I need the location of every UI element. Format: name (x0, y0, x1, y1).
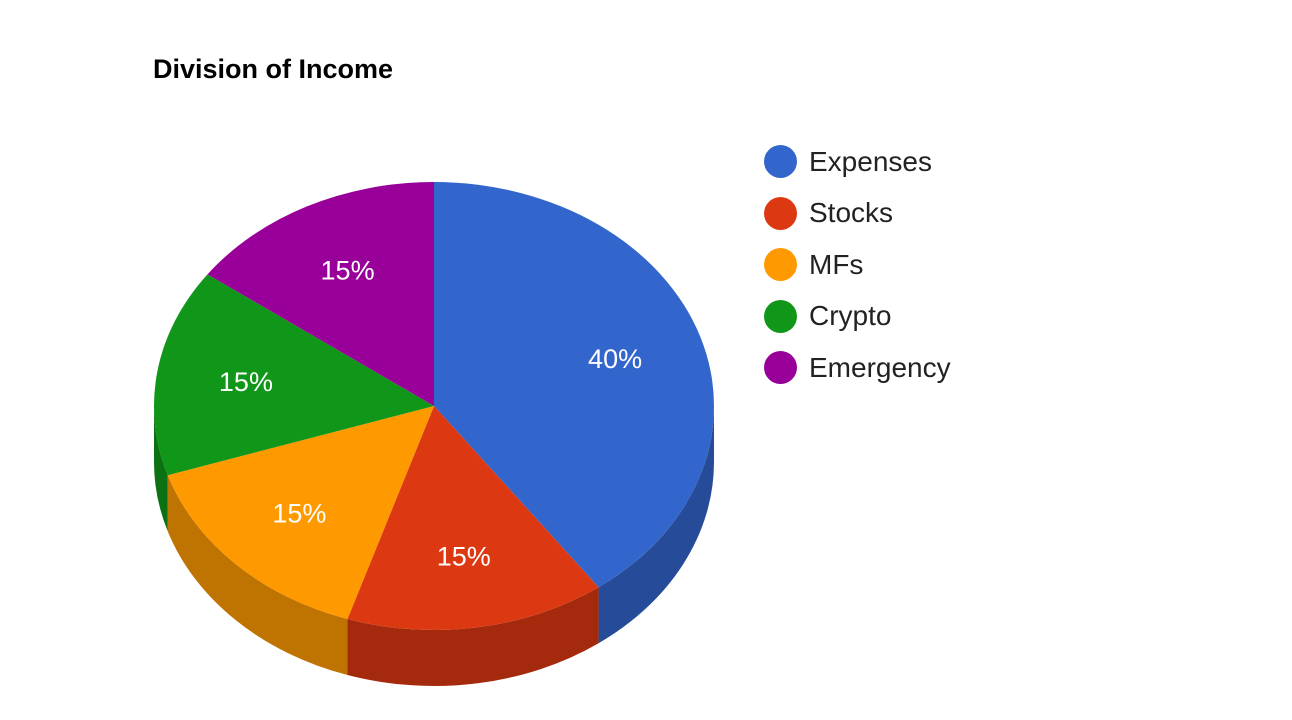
legend-swatch-stocks (764, 196, 797, 230)
slice-label-emergency: 15% (321, 255, 375, 285)
slice-label-crypto: 15% (219, 367, 273, 397)
pie-side-mfs (167, 475, 348, 676)
legend-label-stocks: Stocks (809, 197, 894, 229)
pie-slice-stocks[interactable] (347, 406, 599, 631)
pie-slice-mfs[interactable] (167, 406, 435, 620)
legend: Expenses Stocks MFs Crypto Emergency (764, 136, 951, 394)
pie-side-walls (154, 406, 714, 687)
legend-label-crypto: Crypto (809, 300, 892, 332)
legend-item-stocks[interactable]: Stocks (764, 188, 951, 240)
legend-label-mfs: MFs (809, 248, 864, 280)
pie-slice-labels: 40% 15% 15% 15% 15% (219, 255, 642, 571)
legend-swatch-mfs (764, 248, 797, 282)
legend-label-emergency: Emergency (809, 351, 951, 383)
legend-label-expenses: Expenses (809, 145, 932, 177)
pie-side-stocks (347, 587, 599, 687)
legend-item-mfs[interactable]: MFs (764, 239, 951, 291)
pie-slice-emergency[interactable] (207, 182, 434, 406)
pie-top-slices (153, 182, 714, 631)
chart-title: Division of Income (153, 54, 394, 84)
pie-slice-crypto[interactable] (153, 274, 434, 476)
legend-item-crypto[interactable]: Crypto (764, 291, 951, 343)
pie-slice-expenses[interactable] (434, 182, 714, 588)
slice-label-expenses: 40% (588, 344, 642, 374)
pie-side-crypto (154, 406, 168, 532)
pie-side-expenses (598, 406, 714, 644)
legend-item-emergency[interactable]: Emergency (764, 342, 951, 394)
legend-swatch-expenses (764, 145, 797, 179)
slice-label-stocks: 15% (437, 541, 491, 571)
legend-swatch-emergency (764, 351, 797, 385)
legend-swatch-crypto (764, 299, 797, 333)
legend-item-expenses[interactable]: Expenses (764, 136, 951, 188)
slice-label-mfs: 15% (272, 499, 326, 529)
